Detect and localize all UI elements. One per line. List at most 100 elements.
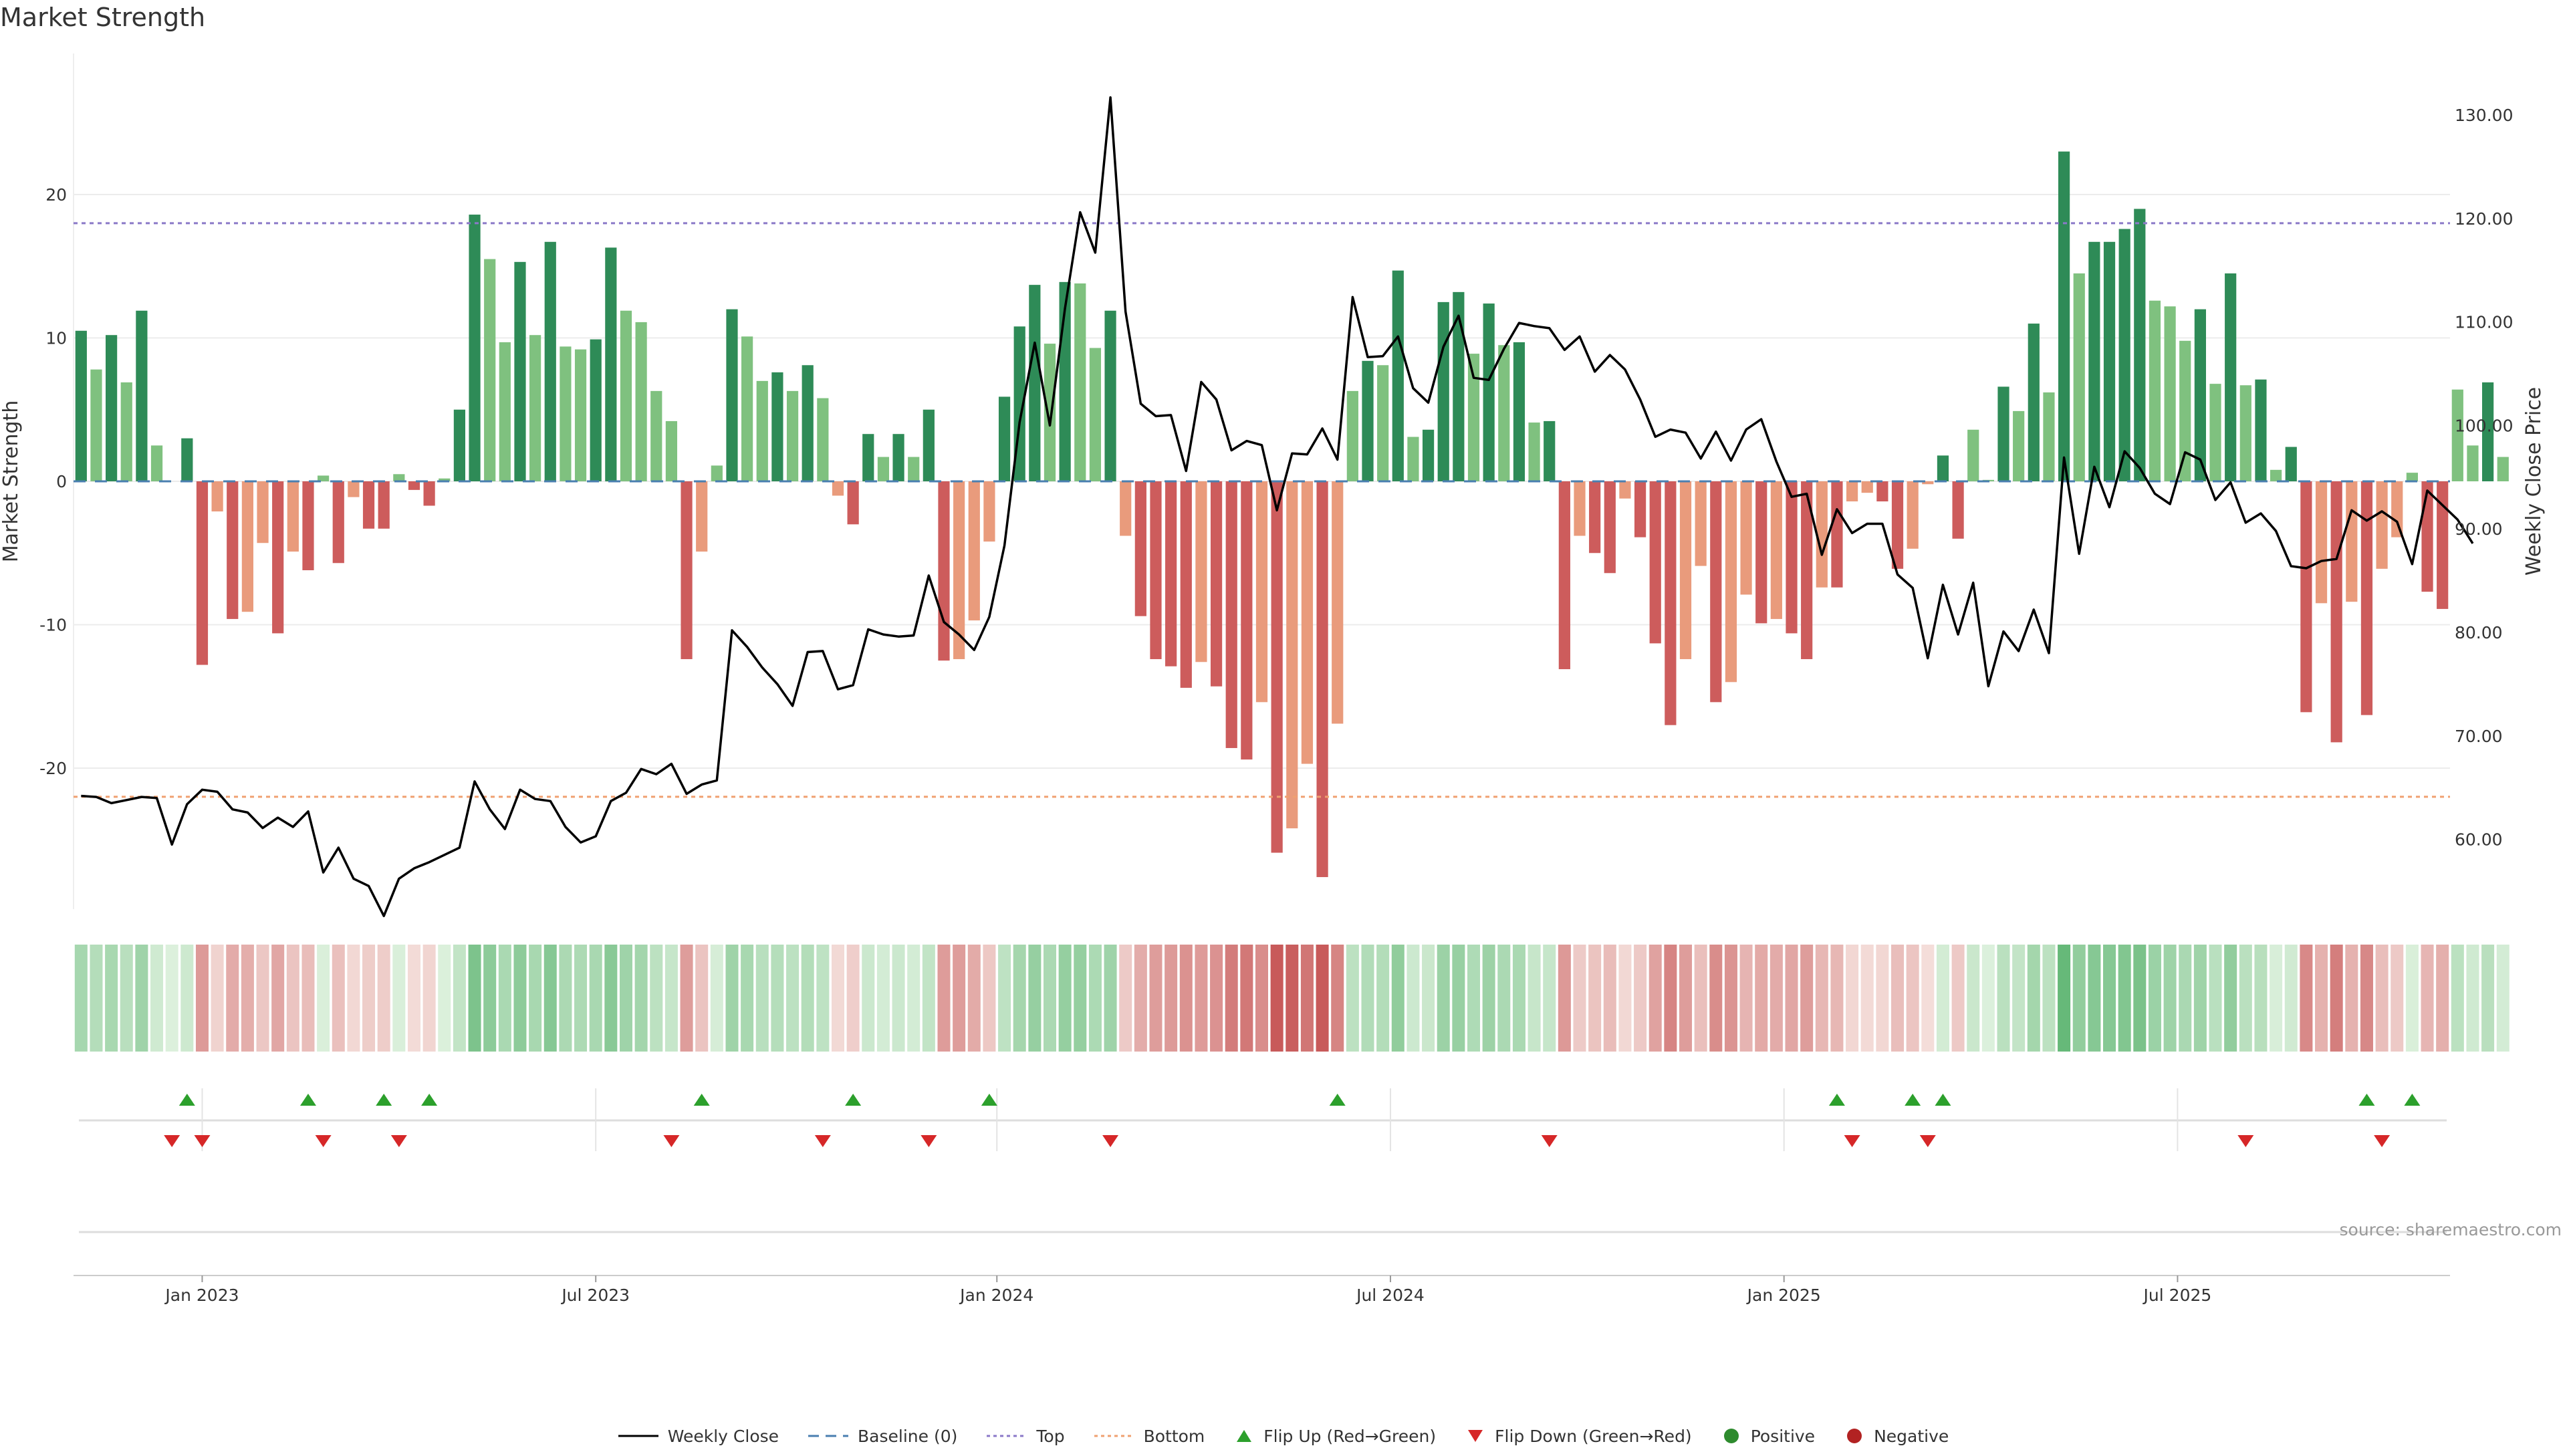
y2-tick-label: 90.00	[2455, 519, 2503, 539]
strength-bar	[2043, 392, 2055, 481]
heat-cell	[377, 945, 390, 1052]
triangle-glyph	[1237, 1430, 1252, 1442]
legend-item-negative: Negative	[1844, 1427, 1949, 1446]
heat-cell	[1724, 945, 1737, 1052]
strength-bar	[499, 342, 511, 481]
heat-cell	[332, 945, 345, 1052]
flip-down-marker	[1541, 1135, 1558, 1147]
strength-bar	[302, 481, 314, 570]
x-tick-label: Jan 2025	[1746, 1286, 1821, 1305]
strength-bar	[318, 475, 330, 481]
legend-label: Positive	[1750, 1426, 1816, 1446]
strength-bar	[2013, 410, 2025, 481]
strength-bar	[590, 339, 602, 481]
strength-bar	[1634, 481, 1646, 537]
strength-bar	[2239, 385, 2251, 481]
strength-bar	[2255, 379, 2267, 481]
strength-bar	[2073, 273, 2085, 481]
heat-cell	[1376, 945, 1390, 1052]
strength-bar	[1513, 342, 1525, 481]
left-axis: 20 10 0 -10 -20	[39, 185, 67, 778]
heat-cell	[725, 945, 739, 1052]
heat-cell	[2118, 945, 2131, 1052]
y-tick-label: 10	[45, 329, 67, 348]
strength-bar	[90, 369, 102, 481]
heat-cell	[1497, 945, 1511, 1052]
heat-cell	[741, 945, 754, 1052]
heat-cell	[301, 945, 315, 1052]
circle-icon	[1847, 1429, 1862, 1443]
x-tick-label: Jul 2024	[1355, 1286, 1425, 1305]
heat-cell	[2270, 945, 2283, 1052]
strength-bar	[1104, 310, 1116, 481]
x-tick-label: Jan 2024	[959, 1286, 1033, 1305]
heat-cell	[755, 945, 769, 1052]
heat-cell	[710, 945, 723, 1052]
heat-cell	[1028, 945, 1042, 1052]
strength-bar	[726, 309, 738, 481]
strength-bar	[938, 481, 950, 661]
heat-cell	[831, 945, 844, 1052]
strength-bar	[1891, 481, 1904, 569]
legend-label: Top	[1036, 1426, 1065, 1446]
dashed-line-icon	[808, 1435, 849, 1437]
strength-bar	[681, 481, 693, 659]
heat-cell	[2254, 945, 2268, 1052]
heat-cell	[907, 945, 921, 1052]
heat-cell	[559, 945, 572, 1052]
y-tick-label: 20	[45, 185, 67, 205]
flip-up-marker	[1828, 1094, 1845, 1106]
strength-bar	[1816, 481, 1828, 588]
heat-cell	[1225, 945, 1238, 1052]
heat-cell	[1316, 945, 1329, 1052]
strength-bar	[287, 481, 299, 552]
strength-bar	[2118, 229, 2130, 481]
heat-cell	[1286, 945, 1299, 1052]
strength-bar	[150, 445, 163, 481]
heat-cell	[241, 945, 254, 1052]
heat-cell	[1739, 945, 1753, 1052]
level-lines	[74, 222, 2450, 798]
strength-bar	[241, 481, 254, 612]
strength-bar	[1786, 481, 1798, 634]
heat-cell	[1043, 945, 1057, 1052]
heat-cell	[543, 945, 557, 1052]
heat-cell	[892, 945, 905, 1052]
heat-cell	[1361, 945, 1374, 1052]
heat-cell	[1936, 945, 1949, 1052]
strength-bar	[75, 330, 87, 481]
strength-bar	[1846, 481, 1858, 502]
heat-cell	[1543, 945, 1556, 1052]
strength-bar	[574, 349, 587, 481]
strength-bar	[1861, 481, 1873, 493]
strength-bar	[1210, 481, 1223, 687]
heat-cell	[2284, 945, 2298, 1052]
strength-bar	[348, 481, 360, 497]
strength-bar	[2376, 481, 2388, 569]
strength-bar	[423, 481, 435, 506]
heat-cell	[786, 945, 800, 1052]
heat-cell	[922, 945, 935, 1052]
heat-cell	[1769, 945, 1783, 1052]
y2-tick-label: 100.00	[2455, 416, 2513, 435]
y2-tick-label: 120.00	[2455, 209, 2513, 229]
flip-down-marker	[663, 1135, 680, 1147]
strength-bar	[817, 398, 829, 481]
heat-cell	[286, 945, 299, 1052]
strength-bar	[2285, 447, 2297, 481]
strength-bar	[1740, 481, 1752, 595]
strength-bar	[1422, 429, 1435, 481]
heat-cell	[771, 945, 784, 1052]
heat-cell	[362, 945, 376, 1052]
heat-cell	[2224, 945, 2237, 1052]
heat-cell	[2345, 945, 2358, 1052]
heat-cell	[1165, 945, 1178, 1052]
strength-bar	[1922, 481, 1934, 485]
heat-cell	[1346, 945, 1359, 1052]
heat-cell	[2193, 945, 2207, 1052]
legend-label: Bottom	[1143, 1426, 1205, 1446]
heat-cell	[2391, 945, 2404, 1052]
strength-bar	[711, 465, 723, 481]
heat-cell	[195, 945, 209, 1052]
heat-cell	[529, 945, 542, 1052]
